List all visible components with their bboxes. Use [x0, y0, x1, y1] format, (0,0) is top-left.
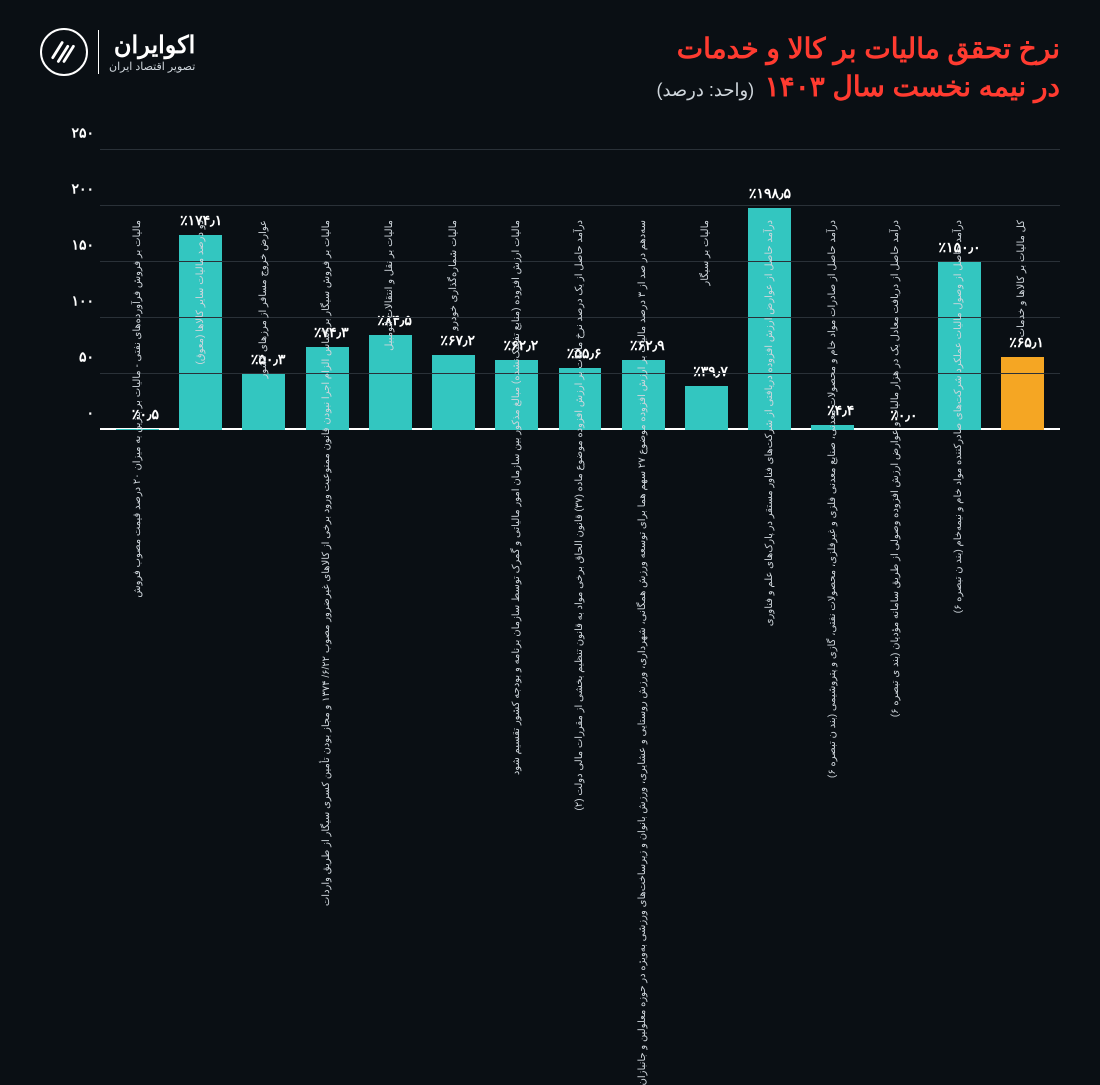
- title-unit: (واحد: درصد): [656, 80, 754, 100]
- category-label: درآمد حاصل از صادرات مواد خام و محصولات …: [801, 436, 864, 660]
- y-tick: ۲۰۰: [60, 181, 94, 198]
- bar-chart: ٪۰٫۵٪۱۷۴٫۱٪۵۰٫۳٪۷۴٫۳٪۸۴٫۵٪۶۷٫۲٪۶۲٫۲٪۵۵٫۶…: [60, 150, 1060, 660]
- y-tick: ۰: [60, 405, 94, 422]
- y-tick: ۱۰۰: [60, 293, 94, 310]
- category-label: مالیات بر نقل و انتقالات اتومبیل: [359, 436, 422, 660]
- chart-title: نرخ تحقق مالیات بر کالا و خدمات در نیمه …: [656, 28, 1060, 103]
- y-tick: ۵۰: [60, 349, 94, 366]
- category-label: دو درصد مالیات سایر کالاها (معوق): [169, 436, 232, 660]
- category-label: مالیات ارزش افزوده (منابع تفکیک‌نشده) مب…: [485, 436, 548, 660]
- brand-tagline: تصویر اقتصاد ایران: [109, 60, 195, 73]
- bar-value-label: ٪۱۹۸٫۵: [749, 185, 791, 202]
- category-label: مالیات بر سیگار: [675, 436, 738, 660]
- y-tick: ۱۵۰: [60, 237, 94, 254]
- y-tick: ۲۵۰: [60, 125, 94, 142]
- brand-logo: اکوایران تصویر اقتصاد ایران: [40, 28, 195, 76]
- category-label: مالیات بر فروش فرآورده‌های نفتی - مالیات…: [106, 436, 169, 660]
- category-label: درآمد حاصل از عوارض ارزش افزوده دریافتی …: [738, 436, 801, 660]
- category-label: سه‌دهم در صد از ۳ درصد مالیات بر ارزش اف…: [612, 436, 675, 660]
- title-line-2: در نیمه نخست سال ۱۴۰۳: [765, 71, 1060, 102]
- grid-line: [100, 205, 1060, 206]
- category-label: درآمد حاصل از وصول مالیات عملکرد شرکت‌ها…: [928, 436, 991, 660]
- category-label: مالیات شماره‌گذاری خودرو: [422, 436, 485, 660]
- logo-icon: [40, 28, 88, 76]
- grid-line: [100, 149, 1060, 150]
- category-label: کل مالیات بر کالاها و خدمات: [991, 436, 1054, 660]
- title-line-1: نرخ تحقق مالیات بر کالا و خدمات: [656, 28, 1060, 70]
- brand-name: اکوایران: [109, 31, 195, 60]
- category-label: درآمد حاصل از یک درصد نرخ مالیات بر ارزش…: [548, 436, 611, 660]
- category-label: درآمد حاصل از دریافت معادل یک در هزار ما…: [864, 436, 927, 660]
- category-label: عوارض خروج مسافر از مرزهای کشور: [232, 436, 295, 660]
- category-label: مالیات بر فروش سیگار بر اساس الزام اجرا …: [296, 436, 359, 660]
